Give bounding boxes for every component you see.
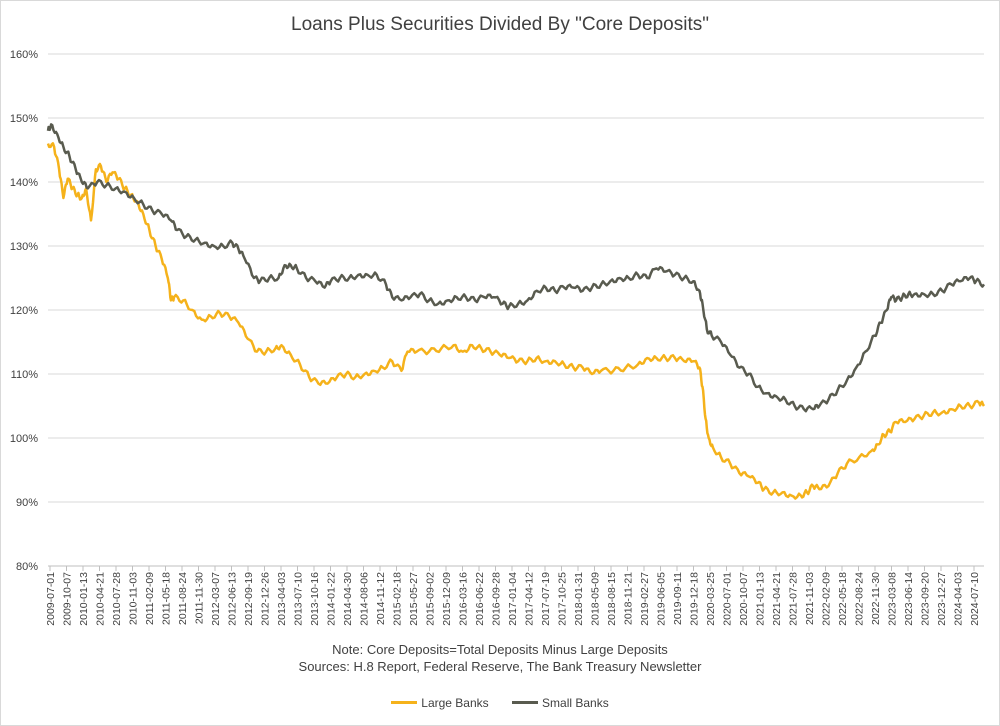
x-tick-label: 2011-11-30 <box>194 572 206 624</box>
x-tick-label: 2023-12-27 <box>936 572 948 626</box>
x-tick-label: 2010-11-03 <box>128 572 140 625</box>
x-tick-label: 2018-05-09 <box>590 572 602 626</box>
x-tick-label: 2017-01-04 <box>507 572 519 626</box>
legend-item-small-banks: Small Banks <box>512 696 609 710</box>
y-tick-label: 100% <box>10 433 38 445</box>
legend-swatch-small-banks <box>512 701 539 704</box>
x-tick-label: 2011-05-18 <box>161 572 173 625</box>
y-tick-label: 90% <box>16 497 38 509</box>
x-tick-label: 2012-06-13 <box>227 572 239 626</box>
x-tick-label: 2013-07-10 <box>293 572 305 626</box>
legend: Large Banks Small Banks <box>0 693 1000 710</box>
x-tick-label: 2021-01-13 <box>755 572 767 626</box>
x-tick-label: 2016-03-16 <box>458 572 470 626</box>
x-tick-label: 2014-04-30 <box>342 572 354 626</box>
x-tick-label: 2010-04-21 <box>95 572 107 626</box>
x-tick-label: 2014-01-22 <box>326 572 338 626</box>
y-tick-label: 140% <box>10 177 38 189</box>
x-tick-label: 2021-07-28 <box>788 572 800 626</box>
chart-title: Loans Plus Securities Divided By "Core D… <box>291 14 709 35</box>
x-tick-label: 2015-12-09 <box>441 572 453 626</box>
x-tick-label: 2023-09-20 <box>920 572 932 626</box>
x-tick-label: 2018-11-21 <box>623 572 635 625</box>
y-tick-label: 150% <box>10 113 38 125</box>
x-tick-label: 2013-10-16 <box>309 572 321 626</box>
y-tick-label: 160% <box>10 49 38 61</box>
x-tick-label: 2022-11-30 <box>870 572 882 625</box>
x-tick-label: 2009-10-07 <box>62 572 74 626</box>
x-tick-label: 2011-02-09 <box>144 572 156 625</box>
x-tick-label: 2015-05-27 <box>408 572 420 626</box>
legend-item-large-banks: Large Banks <box>391 695 489 710</box>
x-tick-label: 2015-09-02 <box>425 572 437 626</box>
y-tick-label: 130% <box>10 241 38 253</box>
x-tick-label: 2019-12-18 <box>689 572 701 626</box>
note-text: Note: Core Deposits=Total Deposits Minus… <box>332 642 668 657</box>
x-tick-label: 2018-01-31 <box>573 572 585 626</box>
x-tick-label: 2022-08-24 <box>854 572 866 626</box>
x-tick-label: 2024-07-10 <box>969 572 981 626</box>
x-tick-label: 2019-09-11 <box>672 572 684 625</box>
x-tick-label: 2022-02-09 <box>821 572 833 626</box>
x-tick-label: 2013-04-03 <box>276 572 288 626</box>
x-tick-label: 2017-07-19 <box>540 572 552 626</box>
x-tick-label: 2014-11-12 <box>375 572 387 625</box>
x-tick-label: 2012-12-26 <box>260 572 272 626</box>
legend-label-large-banks: Large Banks <box>421 695 489 710</box>
x-tick-label: 2024-04-03 <box>953 572 965 626</box>
x-tick-label: 2019-02-27 <box>639 572 651 626</box>
legend-swatch-large-banks <box>391 701 418 704</box>
x-tick-label: 2018-08-15 <box>606 572 618 626</box>
x-tick-label: 2012-03-07 <box>210 572 222 626</box>
x-tick-label: 2020-03-25 <box>705 572 717 626</box>
x-tick-label: 2010-07-28 <box>111 572 123 626</box>
sources-text: Sources: H.8 Report, Federal Reserve, Th… <box>298 659 702 674</box>
x-tick-label: 2012-09-19 <box>243 572 255 626</box>
y-tick-label: 80% <box>16 561 38 573</box>
x-tick-label: 2021-11-03 <box>804 572 816 625</box>
x-tick-label: 2015-02-18 <box>392 572 404 626</box>
x-tick-label: 2017-10-25 <box>557 572 569 626</box>
x-tick-label: 2010-01-13 <box>78 572 90 626</box>
x-tick-label: 2016-09-28 <box>491 572 503 626</box>
y-tick-label: 110% <box>11 369 39 381</box>
x-tick-label: 2016-06-22 <box>474 572 486 626</box>
x-tick-label: 2014-08-06 <box>359 572 371 626</box>
x-tick-label: 2023-03-08 <box>887 572 899 626</box>
y-tick-label: 120% <box>10 305 38 317</box>
x-tick-label: 2009-07-01 <box>45 572 57 626</box>
x-tick-label: 2019-06-05 <box>656 572 668 626</box>
x-tick-label: 2020-07-01 <box>722 572 734 626</box>
x-tick-label: 2011-08-24 <box>177 572 189 625</box>
series-line-small-banks <box>46 123 986 413</box>
chart-note: Note: Core Deposits=Total Deposits Minus… <box>0 641 1000 675</box>
x-tick-label: 2020-10-07 <box>738 572 750 626</box>
legend-label-small-banks: Small Banks <box>542 695 609 710</box>
x-tick-label: 2021-04-21 <box>771 572 783 626</box>
x-tick-label: 2023-06-14 <box>903 572 915 626</box>
series-line-large-banks <box>46 142 986 500</box>
x-tick-label: 2017-04-12 <box>524 572 536 626</box>
x-tick-label: 2022-05-18 <box>837 572 849 626</box>
